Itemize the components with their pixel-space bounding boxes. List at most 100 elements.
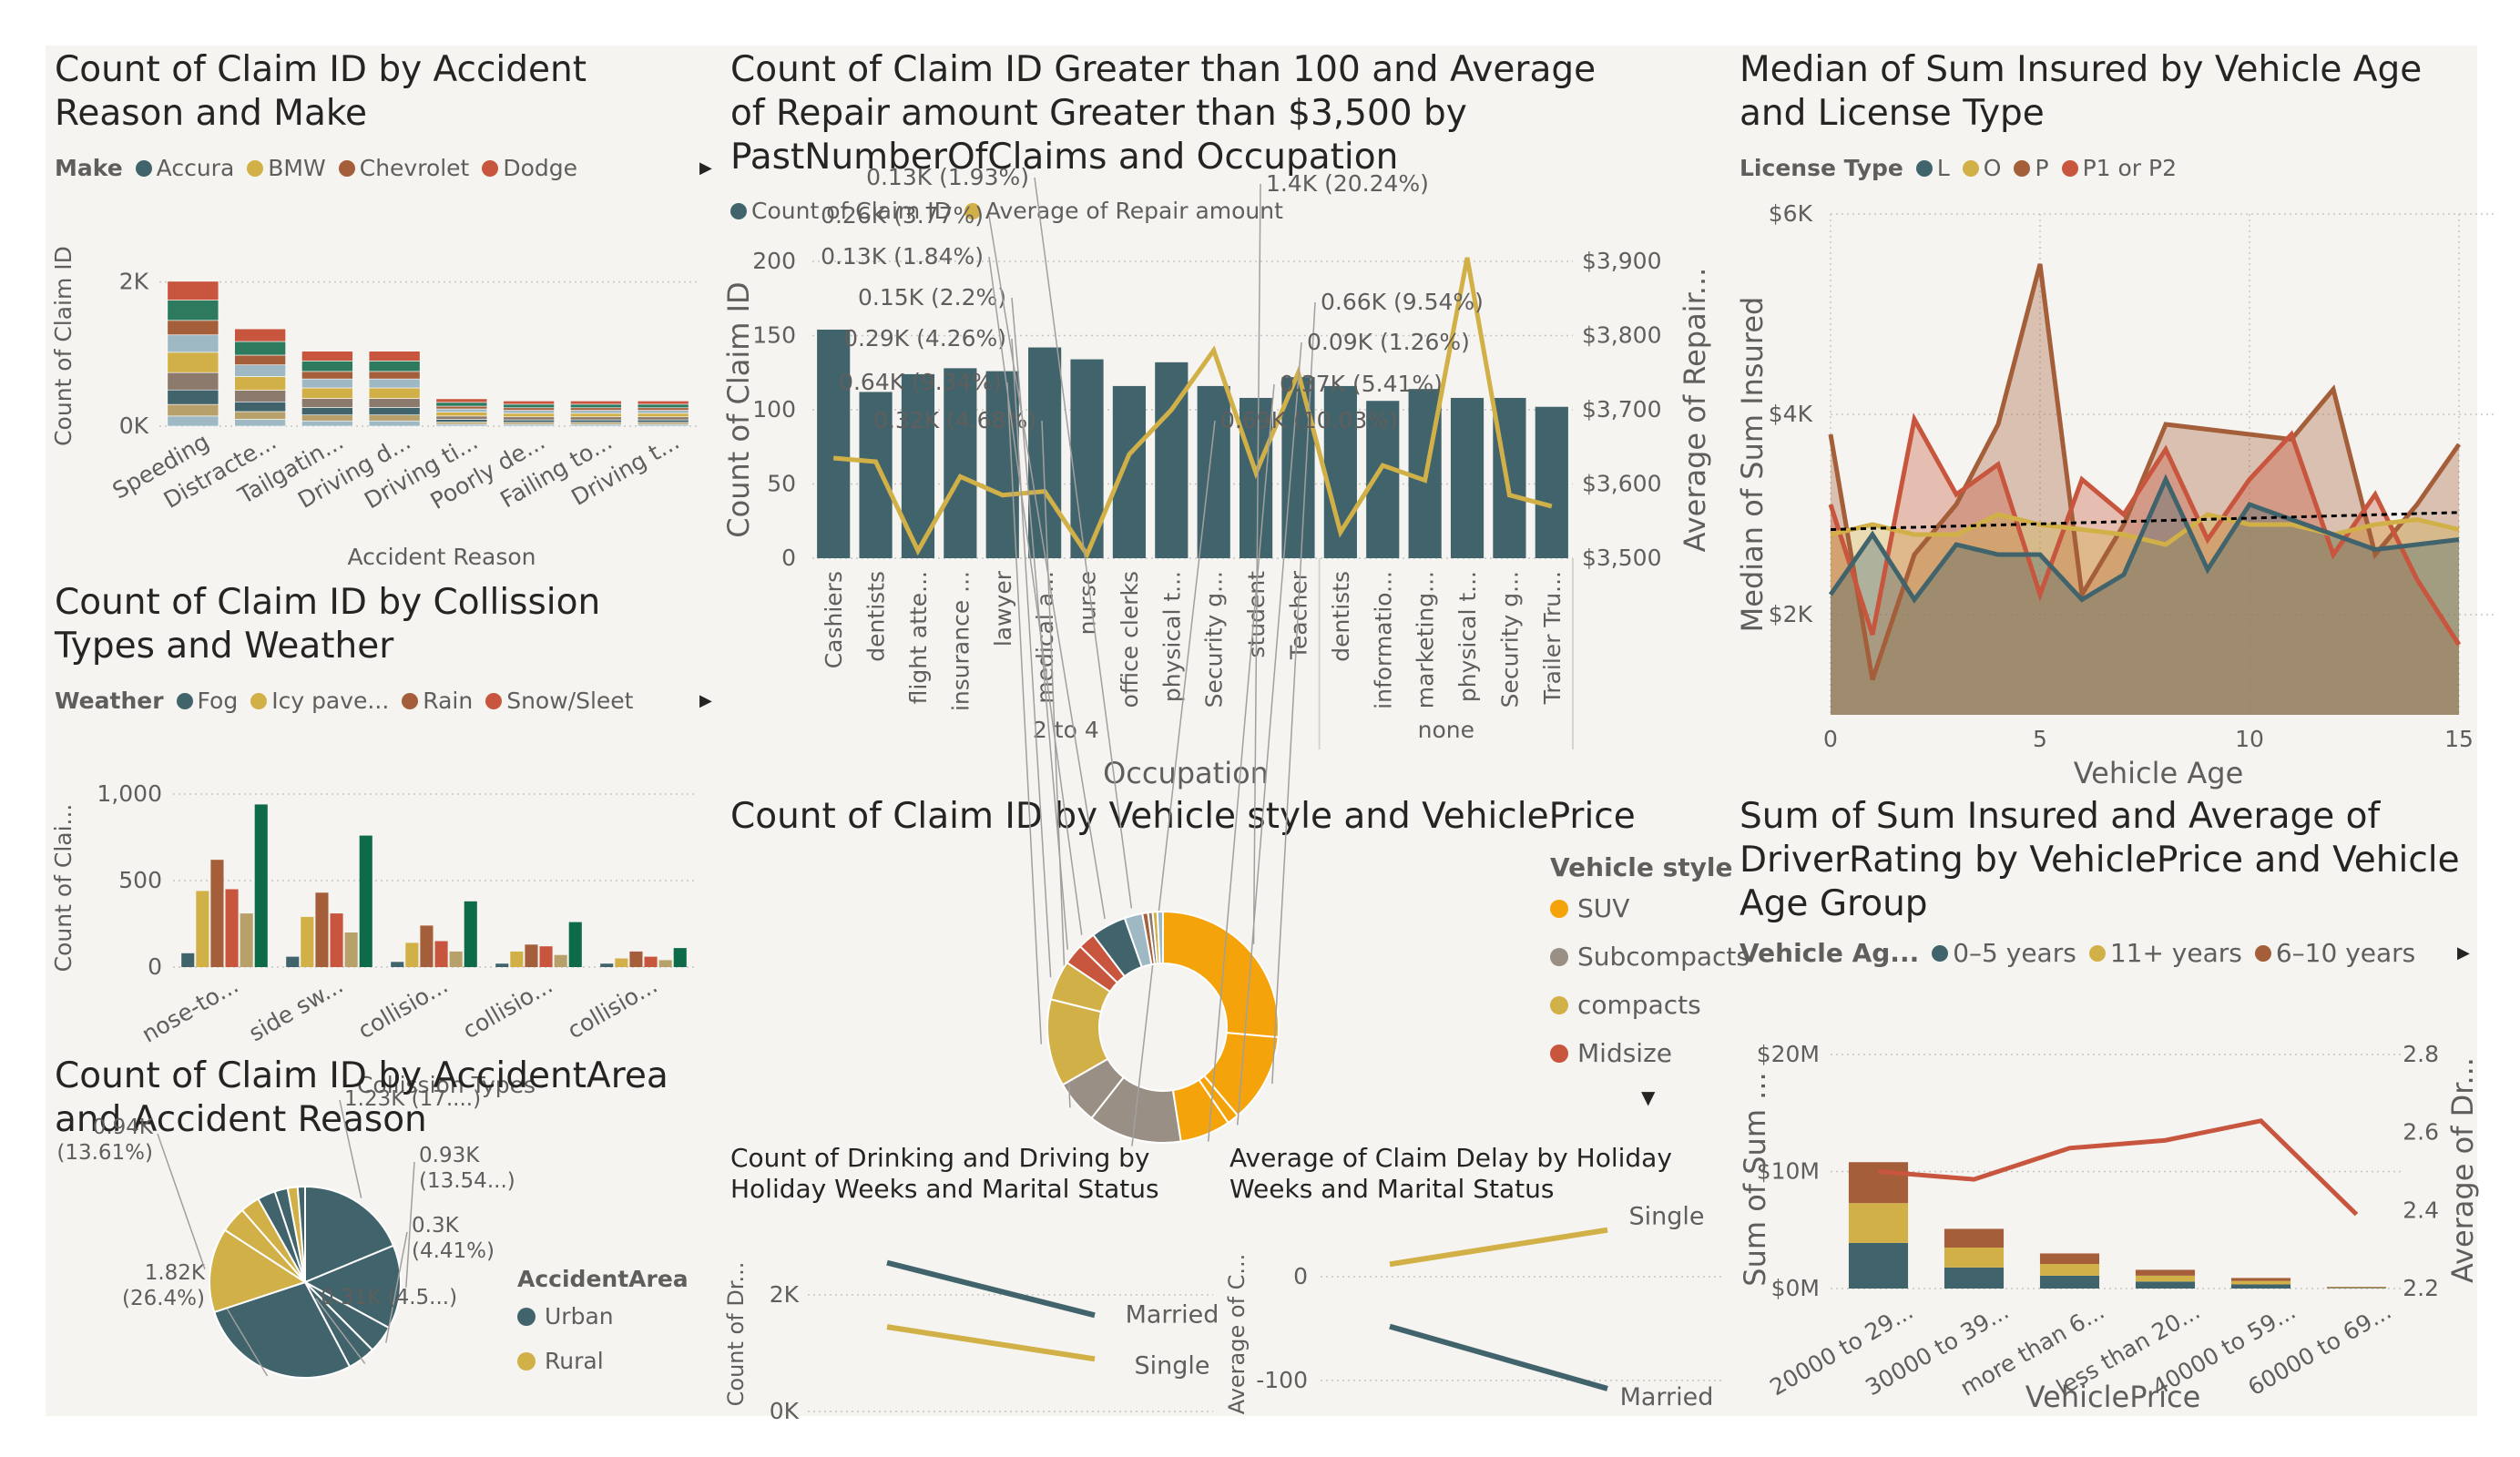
legend-item[interactable]: P1 or P2	[2061, 155, 2177, 181]
line-series	[886, 1324, 1096, 1362]
bar-segment	[570, 407, 622, 411]
bar-segment	[637, 410, 689, 414]
bar	[405, 942, 419, 967]
bar	[629, 951, 643, 967]
bar-segment	[301, 351, 353, 362]
legend-item[interactable]: Icy pave...	[250, 688, 389, 714]
bar-segment	[637, 419, 689, 423]
x-tick-label: Teacher	[1285, 570, 1311, 660]
legend-scroll-down-icon[interactable]: ▼	[1641, 1086, 1656, 1108]
chart-legend[interactable]: Vehicle style SUV Subcompacts compacts M…	[1550, 852, 1750, 1108]
bar-segment	[167, 280, 219, 301]
chart-svg: $0M $10M $20M 2.2 2.4 2.6 2.8 Sum of Sum ... Ave…	[1738, 1041, 2480, 1414]
chart-legend[interactable]: Vehicle Ag... 0–5 years 11+ years 6–10 y…	[1740, 938, 2470, 968]
chart-legend[interactable]: Count of Claim ID Average of Repair amou…	[730, 198, 1296, 224]
data-label: 0.26K (3.77%)	[821, 202, 984, 229]
bar-segment	[368, 420, 421, 427]
chart-legend[interactable]: AccidentArea Urban Rural	[517, 1266, 689, 1392]
bar-segment	[435, 402, 488, 407]
chart-legend[interactable]: License Type L O P P1 or P2	[1740, 155, 2189, 181]
legend-item[interactable]: BMW	[247, 155, 326, 181]
bar	[464, 901, 477, 967]
bar-segment	[167, 389, 219, 405]
bar-segment	[570, 416, 622, 421]
bar	[944, 368, 977, 558]
bar-segment	[503, 422, 555, 425]
legend-item[interactable]: SUV	[1550, 893, 1750, 923]
legend-item[interactable]: Count of Claim ID	[730, 198, 952, 224]
bar-segment	[301, 420, 353, 427]
chart-title: Count of Claim ID by Collission Types an…	[55, 582, 601, 667]
bar-segment	[167, 352, 219, 373]
bar-segment	[368, 407, 421, 415]
legend-item[interactable]: O	[1962, 155, 2001, 181]
legend-next-icon[interactable]: ▶	[699, 691, 712, 710]
bar-segment	[503, 403, 555, 409]
x-tick-label: lawyer	[990, 570, 1016, 647]
bar	[391, 962, 404, 967]
legend-item[interactable]: Chevrolet	[338, 155, 469, 181]
legend-item[interactable]: 11+ years	[2088, 938, 2242, 968]
bar-segment	[368, 361, 421, 372]
bar	[615, 958, 628, 967]
legend-title: AccidentArea	[517, 1266, 689, 1292]
legend-next-icon[interactable]: ▶	[2457, 943, 2470, 963]
legend-item[interactable]: Rain	[402, 688, 473, 714]
leader-line	[1236, 341, 1302, 1126]
y2-tick-label: $3,500	[1582, 545, 1661, 571]
bar-segment	[301, 414, 353, 422]
area-fill	[1831, 264, 2459, 715]
chart-svg: 0 500 1,000 Count of Clai... nose-to... side …	[50, 780, 697, 1098]
bar-segment	[570, 413, 622, 418]
legend-item[interactable]: Urban	[517, 1303, 689, 1330]
bar	[301, 916, 314, 967]
bar-segment	[503, 419, 555, 423]
area-fill	[1831, 419, 2459, 715]
legend-item[interactable]: Subcompacts	[1550, 942, 1750, 972]
y-tick-label: 0	[1293, 1263, 1308, 1289]
panel-claims-by-area-reason: Count of Claim ID by AccidentArea and Ac…	[55, 1055, 729, 1416]
bar	[225, 889, 239, 967]
legend-item[interactable]: Dodge	[482, 155, 577, 181]
bar-segment	[570, 400, 622, 405]
bar	[181, 953, 195, 967]
legend-item[interactable]: Rural	[517, 1348, 689, 1374]
bar-segment	[637, 403, 689, 409]
chart-legend[interactable]: Make Accura BMW Chevrolet Dodge ▶	[55, 155, 712, 181]
y-tick-label: 500	[118, 867, 162, 893]
legend-item[interactable]: compacts	[1550, 990, 1750, 1020]
legend-item[interactable]: P	[2014, 155, 2049, 181]
chart-legend[interactable]: Weather Fog Icy pave... Rain Snow/Sleet …	[55, 688, 712, 714]
bar	[330, 913, 343, 967]
leader-line	[315, 1298, 366, 1364]
chart-title: Sum of Sum Insured and Average of Driver…	[1740, 796, 2460, 924]
y-tick-label: 1,000	[97, 780, 162, 807]
legend-item[interactable]: Midsize	[1550, 1038, 1750, 1068]
legend-item[interactable]: 0–5 years	[1932, 938, 2076, 968]
legend-item[interactable]: Snow/Sleet	[485, 688, 633, 714]
bar-segment	[368, 371, 421, 380]
bar-segment	[301, 378, 353, 389]
pie-slice	[304, 1185, 395, 1284]
data-label: (26.4%)	[122, 1287, 205, 1310]
legend-item[interactable]: Accura	[135, 155, 234, 181]
legend-item[interactable]: Average of Repair amount	[964, 198, 1283, 224]
panel-claims-repair-by-occupation: Count of Claim ID Greater than 100 and A…	[721, 46, 1712, 801]
bar-segment	[435, 419, 488, 423]
leader-line	[1252, 183, 1261, 944]
bar-segment	[1848, 1203, 1909, 1243]
bar-segment	[167, 415, 219, 427]
legend-item[interactable]: L	[1915, 155, 1950, 181]
x-tick-label: informatio...	[1370, 571, 1396, 709]
legend-next-icon[interactable]: ▶	[699, 158, 712, 178]
bar	[359, 835, 372, 967]
bar	[254, 804, 268, 967]
pie-slice	[296, 1185, 306, 1283]
legend-item[interactable]: 6–10 years	[2254, 938, 2415, 968]
legend-item[interactable]: Fog	[176, 688, 238, 714]
bar-segment	[1944, 1267, 2005, 1289]
y-tick-label: $6K	[1769, 200, 1813, 227]
y2-tick-label: $3,600	[1582, 471, 1661, 497]
bar-segment	[503, 407, 555, 411]
